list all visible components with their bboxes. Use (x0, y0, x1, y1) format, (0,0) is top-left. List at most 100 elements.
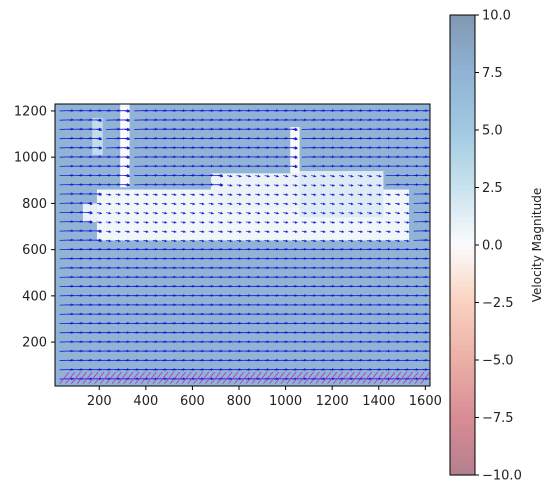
quiver-arrow-head (229, 239, 233, 243)
quiver-arrow-head (220, 220, 223, 224)
bottom-streak (391, 371, 402, 384)
y-tick-label: 600 (22, 243, 47, 258)
quiver-arrow-head (369, 239, 373, 243)
quiver-arrow-head (266, 220, 270, 224)
x-tick-label: 600 (180, 394, 205, 409)
quiver-arrow-head (127, 165, 130, 169)
colorbar-segment (450, 300, 475, 306)
quiver-arrow-head (99, 239, 102, 243)
quiver-arrow-head (435, 183, 437, 186)
quiver-arrow-head (266, 239, 270, 243)
bottom-streak (251, 371, 262, 384)
quiver-arrow-head (435, 109, 437, 112)
bottom-streak (274, 371, 285, 384)
quiver-arrow-head (229, 211, 233, 215)
quiver-arrow-head (276, 211, 279, 215)
quiver-arrow-head (99, 220, 102, 224)
colorbar-segment (450, 120, 475, 126)
quiver-arrow-head (201, 220, 205, 224)
quiver-arrow-head (350, 183, 354, 187)
quiver-arrow-head (248, 183, 251, 187)
quiver-arrow-head (378, 193, 382, 196)
colorbar-segment (450, 47, 475, 53)
quiver-arrow-head (341, 211, 345, 215)
quiver-arrow-head (99, 128, 102, 132)
quiver-arrow-head (257, 202, 261, 206)
colorbar: 10.0 7.5 5.0 2.5 0.0 −2.5 −5.0 −7.5 −10.0 (449, 9, 522, 484)
bottom-streak (269, 371, 279, 384)
colorbar-segment (450, 153, 475, 159)
quiver-arrow-head (192, 230, 196, 233)
colorbar-label: Velocity Magnitude (530, 188, 544, 302)
colorbar-segment (450, 387, 475, 393)
quiver-arrow-head (406, 193, 410, 196)
quiver-arrow-head (229, 193, 233, 196)
colorbar-segment (450, 323, 475, 329)
quiver-arrow-head (360, 230, 363, 233)
quiver-arrow-head (304, 230, 307, 233)
colorbar-segment (450, 272, 475, 278)
quiver-arrow-head (238, 220, 242, 224)
colorbar-segment (450, 107, 475, 113)
bottom-streak (362, 371, 373, 384)
quiver-arrow-head (378, 211, 382, 215)
quiver-arrow-head (164, 202, 168, 206)
quiver-arrow-head (435, 359, 437, 362)
quiver-arrow-head (397, 220, 400, 224)
quiver-arrow-head (406, 220, 410, 224)
quiver-arrow-head (145, 202, 149, 206)
quiver-arrow-head (322, 183, 326, 187)
bottom-streak (76, 371, 87, 384)
x-tick-label: 400 (133, 394, 158, 409)
colorbar-segment (450, 194, 475, 200)
quiver-arrow-head (369, 211, 373, 215)
quiver-arrow-head (155, 220, 158, 224)
colorbar-segment (450, 84, 475, 90)
quiver-arrow-head (341, 202, 345, 206)
quiver-arrow-head (378, 239, 382, 243)
colorbar-segment (450, 97, 475, 103)
quiver-arrow-head (294, 156, 298, 159)
quiver-arrow-head (360, 211, 363, 215)
colorbar-tick-label: −5.0 (482, 354, 514, 369)
quiver-arrow-head (229, 220, 233, 224)
quiver-arrow-head (341, 174, 345, 178)
quiver-arrow-head (192, 220, 196, 224)
quiver-arrow-head (248, 220, 251, 224)
quiver-arrow-head (388, 239, 391, 243)
quiver-arrow-head (435, 285, 437, 288)
quiver-arrow-head (192, 239, 196, 243)
x-tick-label: 200 (87, 394, 112, 409)
quiver-arrow-head (89, 202, 93, 206)
quiver-arrow-head (108, 220, 112, 224)
colorbar-segment (450, 42, 475, 48)
bottom-streak (216, 371, 227, 384)
colorbar-segment (450, 461, 475, 467)
colorbar-segment (450, 226, 475, 232)
quiver-arrow-head (435, 211, 437, 214)
quiver-arrow-head (406, 230, 410, 233)
bottom-streak (280, 371, 291, 384)
colorbar-segment (450, 245, 475, 251)
quiver-arrow-head (248, 174, 251, 178)
quiver-arrow-head (350, 174, 354, 178)
bottom-streak (408, 371, 419, 384)
quiver-arrow-head (257, 183, 261, 187)
quiver-arrow-head (238, 202, 242, 206)
quiver-arrow-head (313, 202, 317, 206)
quiver-arrow-head (360, 183, 363, 187)
quiver-arrow-head (229, 230, 233, 233)
quiver-arrow-head (350, 230, 354, 233)
quiver-arrow-head (201, 211, 205, 215)
quiver-arrow-head (192, 211, 196, 215)
quiver-arrow-head (229, 202, 233, 206)
quiver-arrow-head (369, 174, 373, 178)
bottom-streak (263, 371, 274, 384)
quiver-arrow-head (294, 174, 298, 178)
colorbar-segment (450, 111, 475, 117)
bottom-streak (105, 371, 116, 384)
quiver-arrow-head (285, 183, 289, 187)
colorbar-segment (450, 442, 475, 448)
quiver-arrow-head (378, 202, 382, 206)
quiver-arrow-head (285, 202, 289, 206)
